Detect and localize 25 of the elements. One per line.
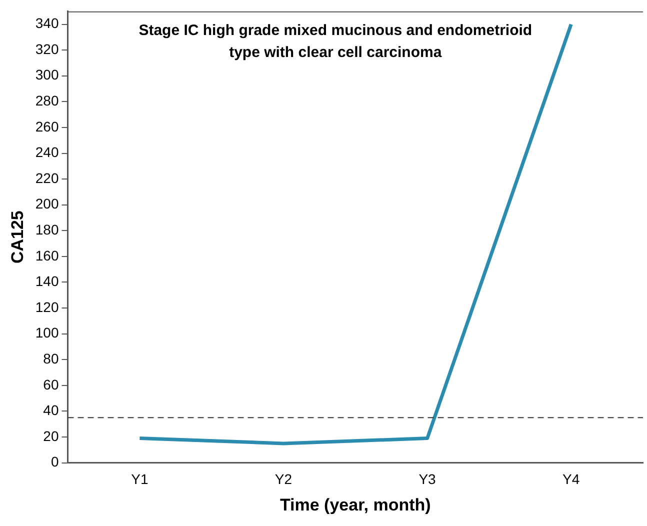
y-tick-label: 340: [35, 15, 59, 32]
y-tick-label: 280: [35, 92, 59, 109]
y-tick-label: 120: [35, 298, 59, 315]
y-tick-label: 320: [35, 40, 59, 57]
y-tick-label: 220: [35, 170, 59, 186]
x-tick-label: Y4: [562, 471, 580, 488]
y-tick-label: 80: [43, 350, 59, 366]
x-axis-title: Time (year, month): [280, 495, 431, 514]
y-tick-label: 300: [35, 66, 59, 83]
y-tick-label: 0: [50, 454, 59, 470]
y-tick-label: 200: [35, 196, 59, 212]
x-tick-label: Y1: [131, 471, 148, 488]
x-tick-label: Y2: [274, 471, 292, 488]
text: Stage IC high grade mixed mucinous and endometrioid type with clear cell carcinoma: [138, 22, 532, 62]
y-tick-label: 60: [43, 376, 59, 392]
y-tick-label: 20: [43, 428, 59, 444]
y-tick-label: 40: [43, 402, 59, 418]
y-tick-label: 260: [35, 118, 59, 134]
y-tick-label: 240: [35, 144, 59, 160]
y-tick-label: 160: [35, 247, 59, 264]
y-axis-title: CA125: [8, 210, 27, 264]
y-tick-label: 180: [35, 222, 59, 238]
y-tick-label: 140: [35, 273, 59, 290]
x-tick-label: Y3: [418, 471, 436, 488]
y-tick-label: 100: [35, 324, 59, 341]
